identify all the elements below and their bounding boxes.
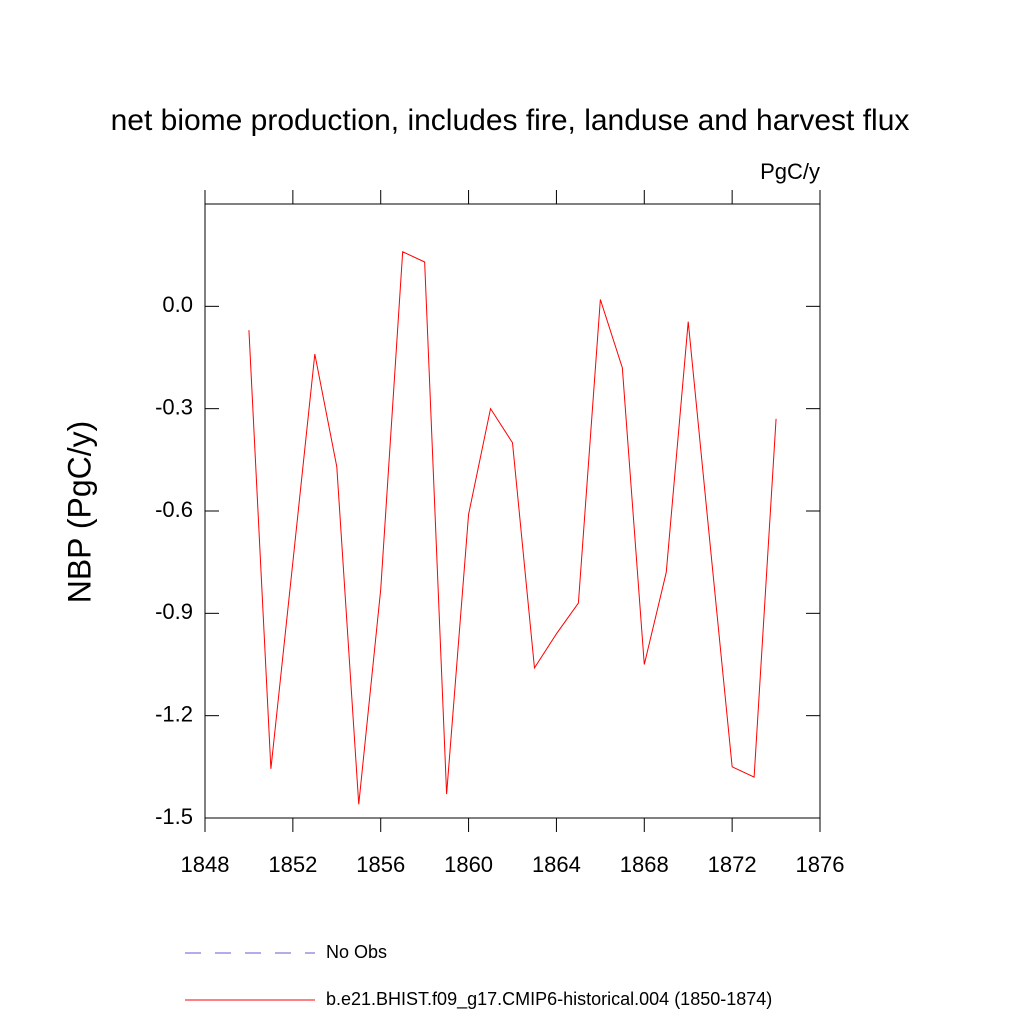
y-tick-label: -1.2 <box>155 701 193 726</box>
x-tick-label: 1860 <box>444 852 493 877</box>
x-tick-label: 1872 <box>708 852 757 877</box>
units-label: PgC/y <box>760 159 820 184</box>
legend-label: No Obs <box>326 942 387 962</box>
y-tick-label: -1.5 <box>155 804 193 829</box>
y-tick-label: 0.0 <box>162 292 193 317</box>
y-tick-label: -0.3 <box>155 394 193 419</box>
x-tick-label: 1868 <box>620 852 669 877</box>
x-tick-label: 1852 <box>268 852 317 877</box>
x-tick-label: 1876 <box>796 852 845 877</box>
y-tick-label: -0.6 <box>155 497 193 522</box>
x-tick-label: 1864 <box>532 852 581 877</box>
chart-title: net biome production, includes fire, lan… <box>111 104 910 137</box>
y-tick-label: -0.9 <box>155 599 193 624</box>
x-tick-label: 1848 <box>181 852 230 877</box>
legend-label: b.e21.BHIST.f09_g17.CMIP6-historical.004… <box>326 989 772 1010</box>
data-line <box>248 250 777 805</box>
x-tick-label: 1856 <box>356 852 405 877</box>
y-axis-label: NBP (PgC/y) <box>61 421 97 604</box>
